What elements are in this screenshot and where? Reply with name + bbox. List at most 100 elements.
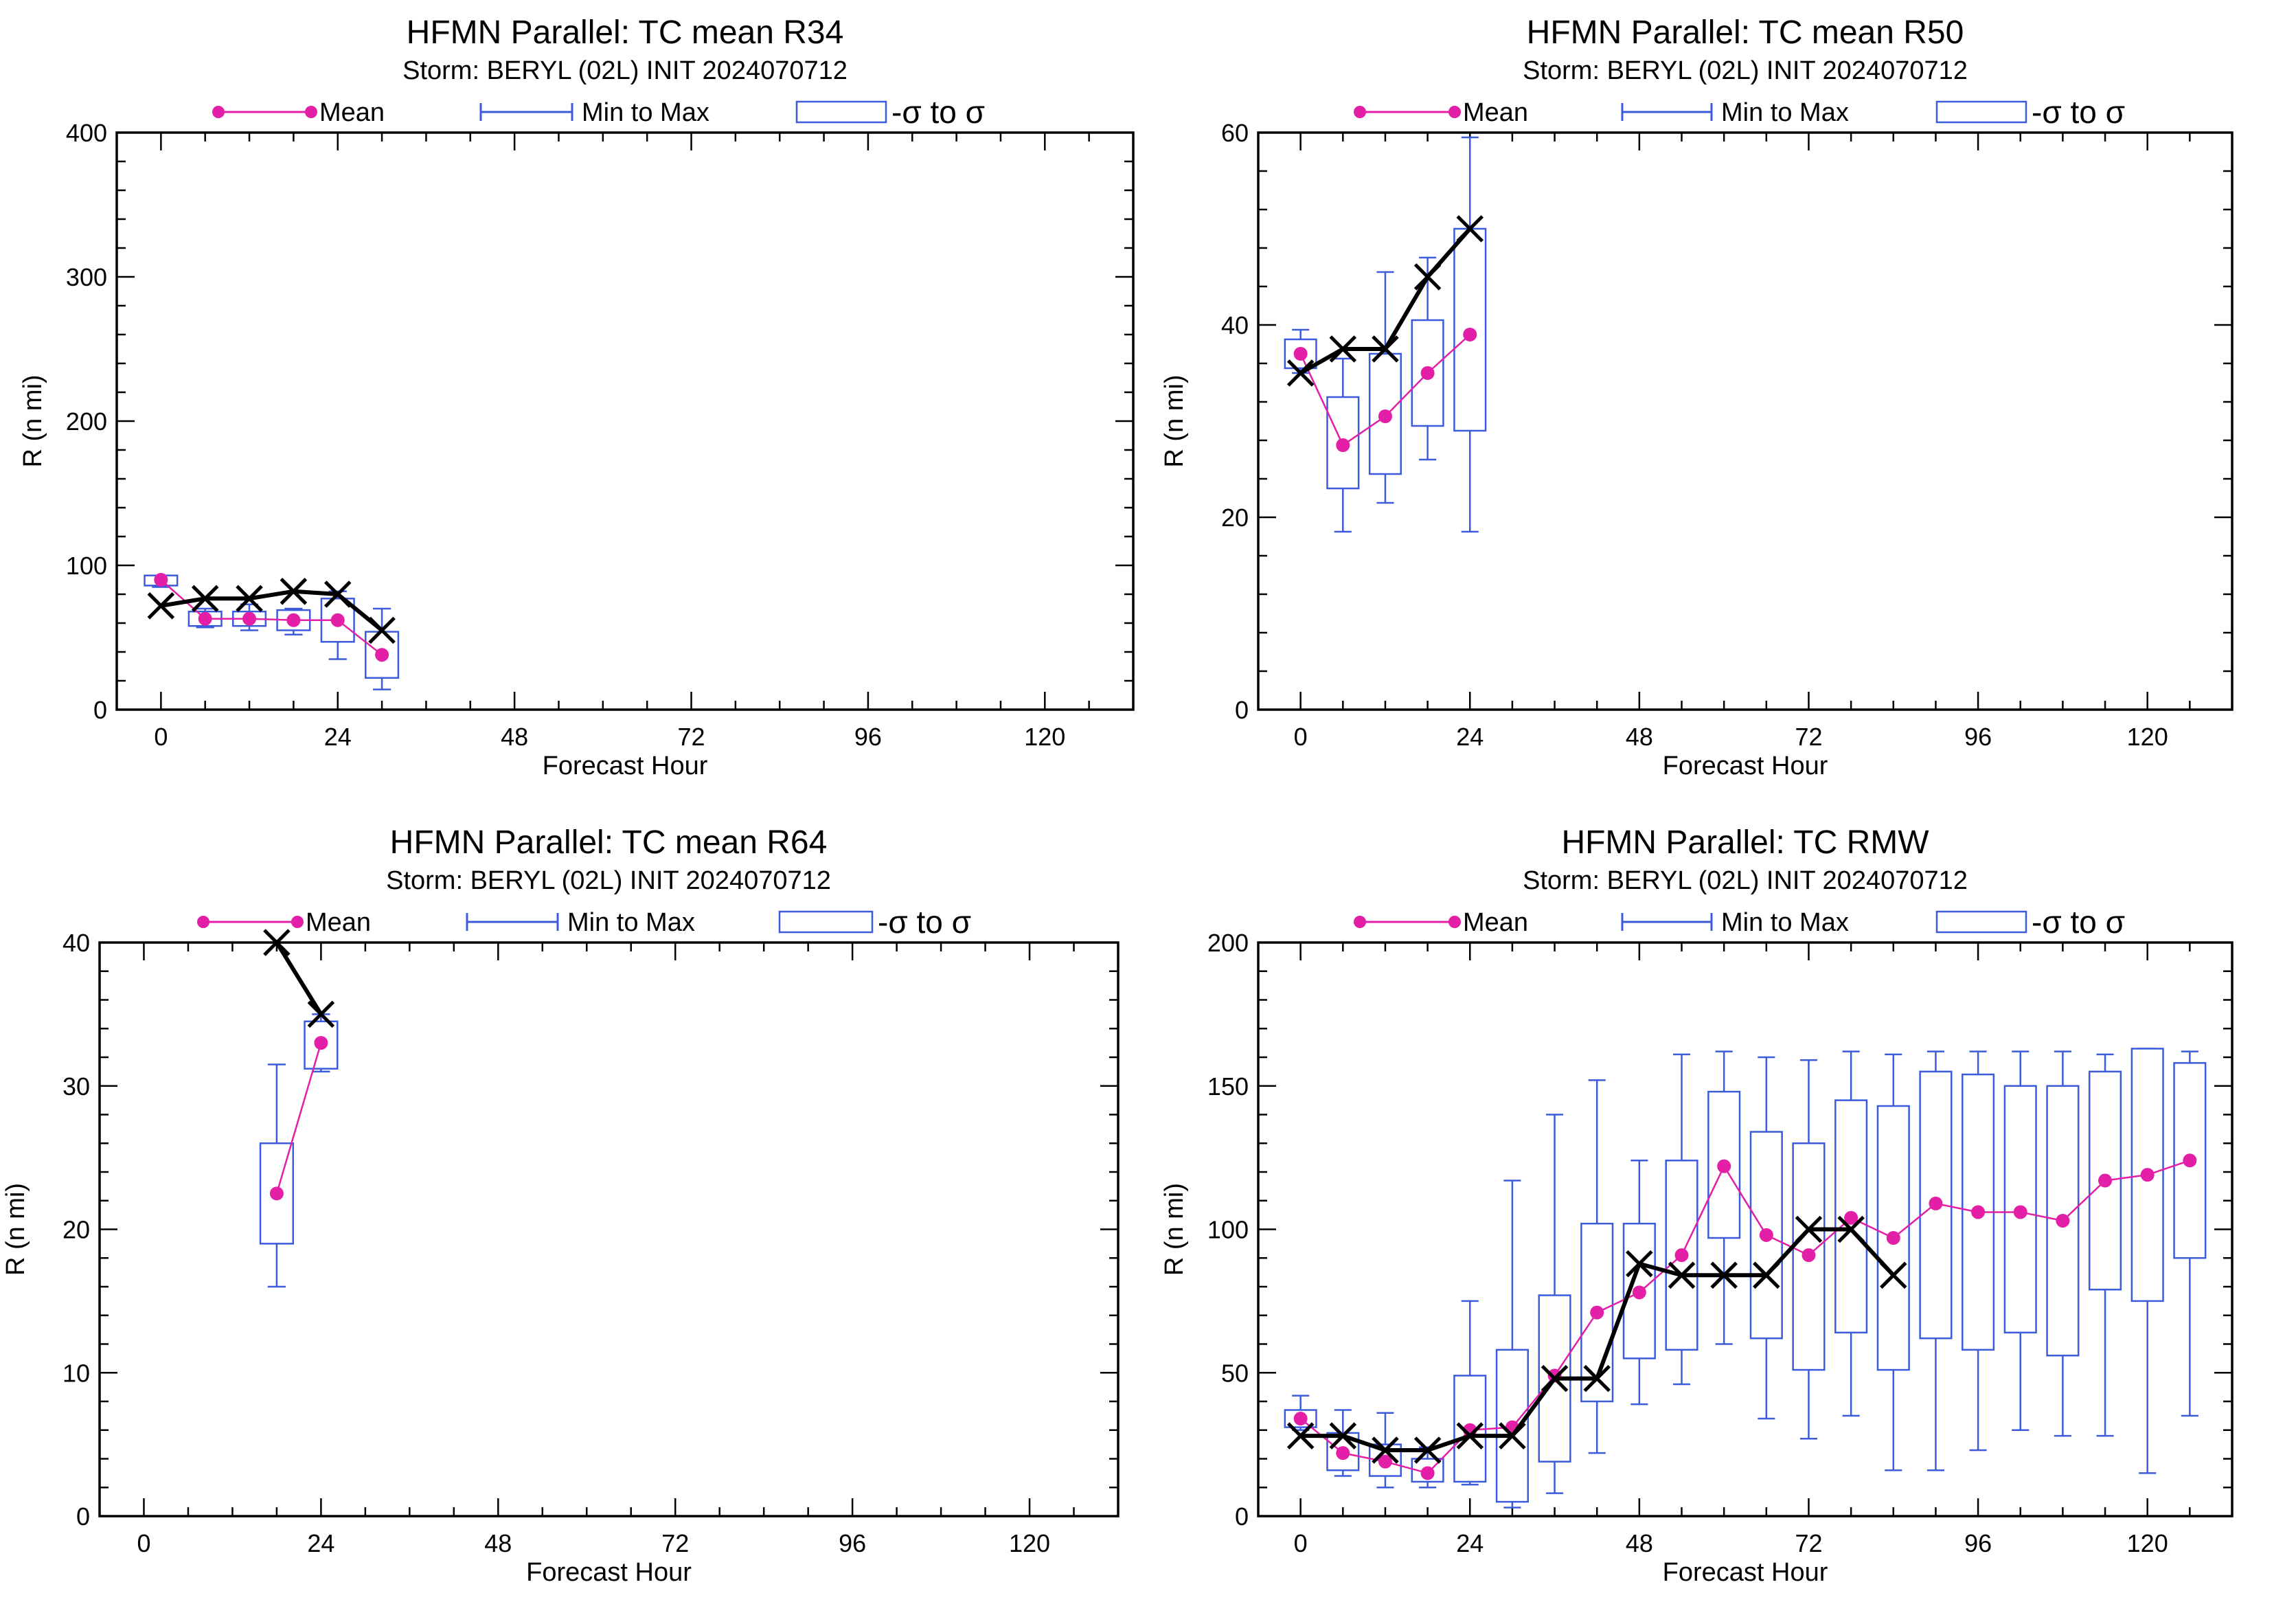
observed-marker (1413, 263, 1442, 291)
legend-mean-marker (1448, 916, 1461, 928)
mean-point (1590, 1305, 1604, 1320)
x-tick-label: 120 (1009, 1529, 1050, 1557)
observed-marker (1286, 1422, 1315, 1450)
legend-mean-marker (197, 916, 209, 928)
observed-marker (1583, 1364, 1611, 1392)
y-tick-label: 50 (1221, 1359, 1249, 1387)
legend: Mean Min to Max -σ to σ (1354, 904, 2125, 940)
x-tick-label: 48 (484, 1529, 512, 1557)
box-whisker (1919, 1050, 1953, 1471)
x-tick-label: 0 (137, 1529, 150, 1557)
chart-subtitle: Storm: BERYL (02L) INIT 2024070712 (402, 56, 848, 85)
chart-panel-1: HFMN Parallel: TC mean R34 Storm: BERYL (… (19, 14, 1135, 780)
mean-point (1420, 366, 1435, 380)
chart-subtitle: Storm: BERYL (02L) INIT 2024070712 (1523, 56, 1968, 85)
legend-mean-label: Mean (1463, 98, 1528, 127)
y-tick-label: 300 (66, 263, 107, 291)
observed-marker (1413, 1436, 1442, 1464)
y-axis-label: R (n mi) (1, 1183, 30, 1276)
observed-marker (1541, 1364, 1569, 1392)
box-whisker (1453, 1300, 1487, 1486)
observed-marker (263, 929, 291, 956)
observed-marker (147, 592, 175, 620)
legend-sigma-label: -σ to σ (2032, 904, 2125, 940)
observed-marker (191, 585, 219, 613)
box-whisker (1326, 1409, 1360, 1477)
x-tick-label: 72 (661, 1529, 689, 1557)
legend-minmax-label: Min to Max (567, 908, 695, 937)
observed-line (275, 941, 323, 1015)
observed-marker (1880, 1261, 1907, 1289)
legend-sigma-label: -σ to σ (2032, 94, 2125, 130)
box-whisker (1834, 1050, 1868, 1417)
chart-panel-3: HFMN Parallel: TC mean R64 Storm: BERYL (… (1, 824, 1119, 1587)
mean-point (1674, 1248, 1689, 1263)
legend-mean-label: Mean (1463, 908, 1528, 937)
box-whisker (2088, 1053, 2122, 1437)
box-whisker (1538, 1114, 1571, 1494)
x-axis-label: Forecast Hour (1663, 1558, 1828, 1587)
x-tick-label: 96 (1964, 723, 1992, 751)
mean-point (1801, 1248, 1816, 1263)
box-whisker (1962, 1050, 1995, 1452)
mean-point (314, 1036, 328, 1050)
box-whisker (1707, 1050, 1741, 1345)
observed-marker (236, 585, 263, 613)
y-tick-label: 0 (93, 696, 107, 724)
y-axis-label: R (n mi) (19, 374, 47, 467)
observed-marker (1795, 1215, 1823, 1243)
legend-minmax-label: Min to Max (1721, 98, 1849, 127)
box-whisker (259, 1063, 295, 1288)
observed-marker (307, 1000, 335, 1028)
observed-marker (1286, 359, 1315, 387)
x-tick-label: 0 (1294, 1529, 1308, 1557)
x-tick-label: 24 (324, 723, 352, 751)
x-axis-label: Forecast Hour (1663, 752, 1828, 780)
mean-point (1759, 1228, 1773, 1242)
chart-subtitle: Storm: BERYL (02L) INIT 2024070712 (1523, 866, 1968, 895)
legend-mean-marker (212, 106, 225, 118)
chart-panel-4: HFMN Parallel: TC RMW Storm: BERYL (02L) … (1160, 824, 2234, 1587)
legend: Mean Min to Max -σ to σ (212, 94, 985, 130)
mean-point (1293, 1412, 1308, 1426)
x-tick-label: 0 (1294, 723, 1308, 751)
x-axis-label: Forecast Hour (543, 752, 708, 780)
legend-sigma-box (795, 100, 887, 124)
x-tick-label: 48 (1626, 1529, 1653, 1557)
x-tick-label: 120 (2127, 1529, 2168, 1557)
mean-point (1632, 1285, 1646, 1300)
y-tick-label: 20 (1221, 504, 1249, 532)
x-axis-label: Forecast Hour (526, 1558, 692, 1587)
legend-sigma-box (778, 910, 874, 934)
y-axis-label: R (n mi) (1160, 1183, 1189, 1276)
observed-marker (1329, 1422, 1357, 1450)
mean-point (2183, 1153, 2197, 1168)
y-tick-label: 400 (66, 119, 107, 147)
plot-frame (1257, 941, 2234, 1518)
observed-marker (1710, 1261, 1738, 1289)
observed-marker (1753, 1261, 1780, 1289)
mean-point (1971, 1205, 1986, 1219)
mean-point (269, 1186, 284, 1201)
observed-marker (1372, 335, 1399, 363)
plot-frame (98, 941, 1119, 1518)
observed-marker (1499, 1422, 1526, 1450)
mean-point (2098, 1173, 2113, 1188)
plot-frame (1257, 131, 2234, 711)
chart-title: HFMN Parallel: TC mean R34 (407, 14, 844, 51)
legend-mean-marker (291, 916, 304, 928)
chart-subtitle: Storm: BERYL (02L) INIT 2024070712 (386, 866, 831, 895)
mean-point (1293, 347, 1308, 361)
legend: Mean Min to Max -σ to σ (1354, 94, 2125, 130)
box-whisker (2046, 1050, 2080, 1437)
mean-point (330, 613, 345, 627)
y-tick-label: 40 (1221, 311, 1249, 339)
legend-sigma-box (1935, 100, 2027, 124)
mean-point (1378, 409, 1392, 423)
chart-title: HFMN Parallel: TC RMW (1561, 824, 1929, 861)
observed-marker (1372, 1436, 1399, 1464)
y-tick-label: 200 (1207, 929, 1249, 957)
mean-line (1299, 1160, 2190, 1474)
box-whisker (1368, 271, 1402, 504)
